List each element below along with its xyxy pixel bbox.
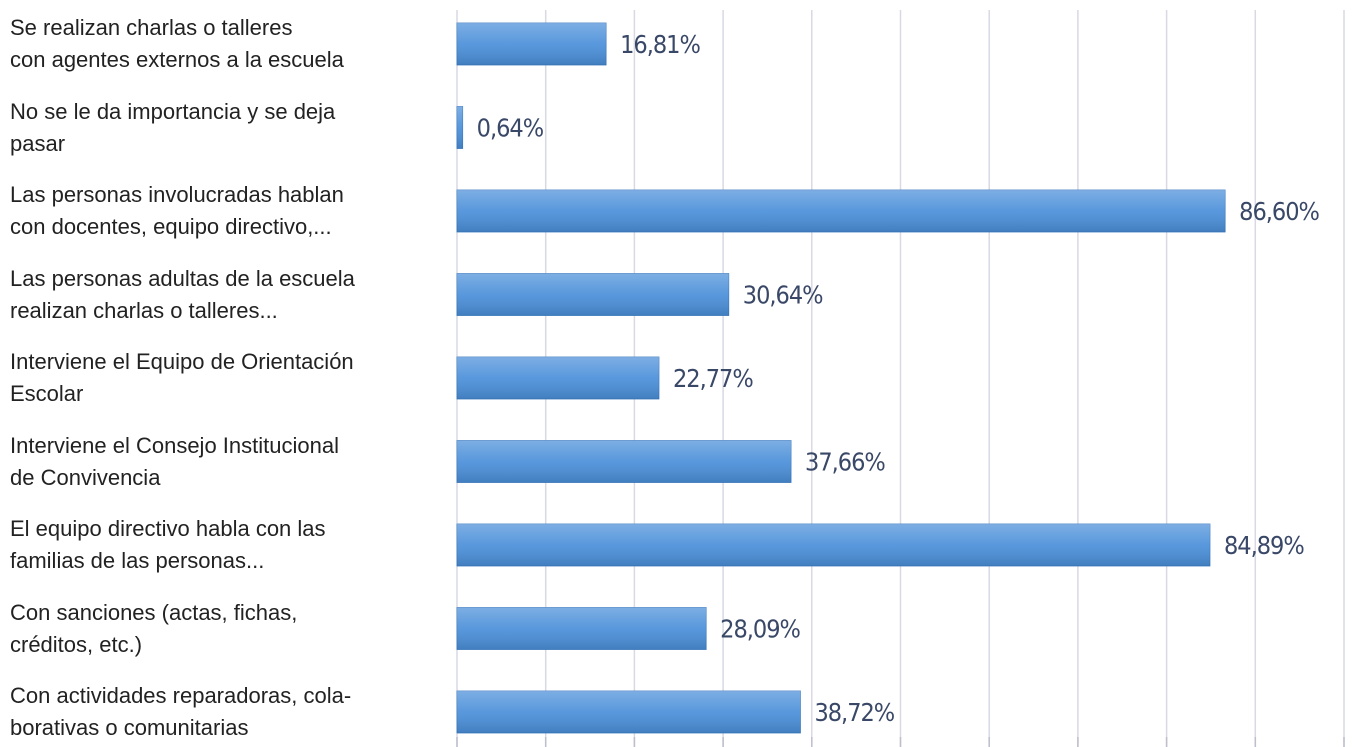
bar-shine: [457, 691, 801, 733]
bar-shine: [457, 23, 607, 65]
value-label: 28,09%: [720, 615, 800, 644]
category-label: El equipo directivo habla con las famili…: [10, 516, 326, 573]
value-label: 0,64%: [477, 114, 544, 143]
value-label: 30,64%: [743, 281, 823, 310]
category-label: No se le da importancia y se deja pasar: [10, 98, 336, 156]
bar-shine: [457, 106, 463, 149]
value-label: 37,66%: [805, 448, 885, 477]
category-label: Interviene el Equipo de Orientación Esco…: [10, 349, 354, 406]
bar-shine: [457, 440, 792, 483]
value-label: 22,77%: [673, 364, 753, 393]
value-label: 86,60%: [1239, 197, 1319, 226]
bar-shine: [457, 607, 707, 650]
category-label: Las personas adultas de la escuela reali…: [10, 265, 355, 323]
value-label: 38,72%: [814, 698, 894, 727]
bar-shine: [457, 357, 659, 399]
bar-shine: [457, 524, 1210, 566]
category-label: Las personas involucradas hablan con doc…: [10, 182, 344, 239]
value-label: 16,81%: [620, 30, 700, 59]
category-label: Con sanciones (actas, fichas, créditos, …: [10, 599, 298, 657]
bar-shine: [457, 273, 729, 316]
category-label: Interviene el Consejo Institucional de C…: [10, 432, 339, 490]
value-label: 84,89%: [1224, 531, 1304, 560]
category-label: Con actividades reparadoras, cola- borat…: [10, 683, 352, 740]
bar-shine: [457, 190, 1226, 232]
category-label: Se realizan charlas o talleres con agent…: [10, 15, 344, 72]
